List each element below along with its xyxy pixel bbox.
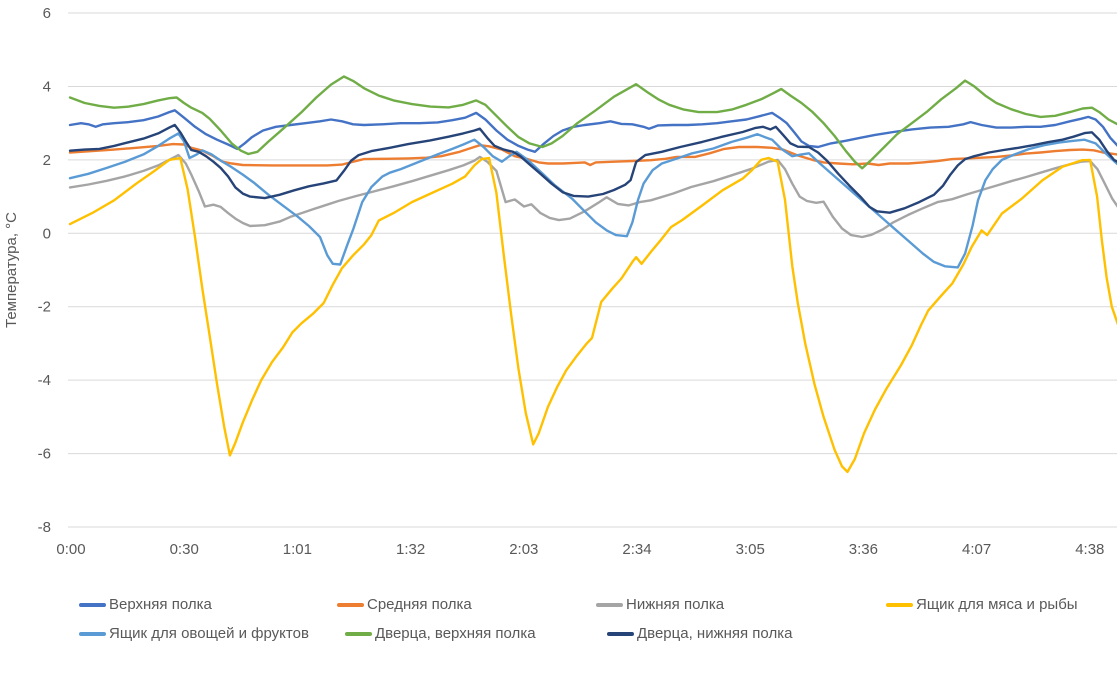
x-tick-label: 4:07 (962, 541, 991, 558)
y-tick-label: 4 (43, 78, 51, 95)
y-tick-label: -6 (38, 446, 51, 463)
x-tick-label: 1:32 (396, 541, 425, 558)
series-line-1 (68, 109, 1117, 154)
x-tick-label: 1:01 (283, 541, 312, 558)
y-axis-tick-labels: 6 4 2 0 -2 -4 -6 -8 (38, 5, 51, 536)
x-tick-label: 2:03 (509, 541, 538, 558)
y-tick-label: 6 (43, 5, 51, 22)
y-tick-label: 0 (43, 225, 51, 242)
x-tick-label: 3:05 (736, 541, 765, 558)
y-axis-title: Температура, °C (3, 212, 20, 328)
y-tick-label: -4 (38, 372, 51, 389)
series-line-7 (68, 123, 1117, 214)
series-lines (68, 75, 1117, 474)
y-tick-label: -8 (38, 519, 51, 536)
series-line-2 (68, 142, 1117, 167)
series-line-5 (68, 132, 1117, 269)
gridlines (68, 12, 1117, 528)
x-tick-label: 4:38 (1075, 541, 1104, 558)
x-tick-label: 0:00 (56, 541, 85, 558)
y-tick-label: -2 (38, 299, 51, 316)
x-tick-label: 2:34 (622, 541, 651, 558)
y-tick-label: 2 (43, 152, 51, 169)
series-line-6 (68, 75, 1117, 170)
series-line-4 (68, 156, 1117, 474)
x-tick-label: 3:36 (849, 541, 878, 558)
x-axis-tick-labels: 0:00 0:30 1:01 1:32 2:03 2:34 3:05 3:36 4:07 4:38 (56, 541, 1104, 558)
x-tick-label: 0:30 (170, 541, 199, 558)
